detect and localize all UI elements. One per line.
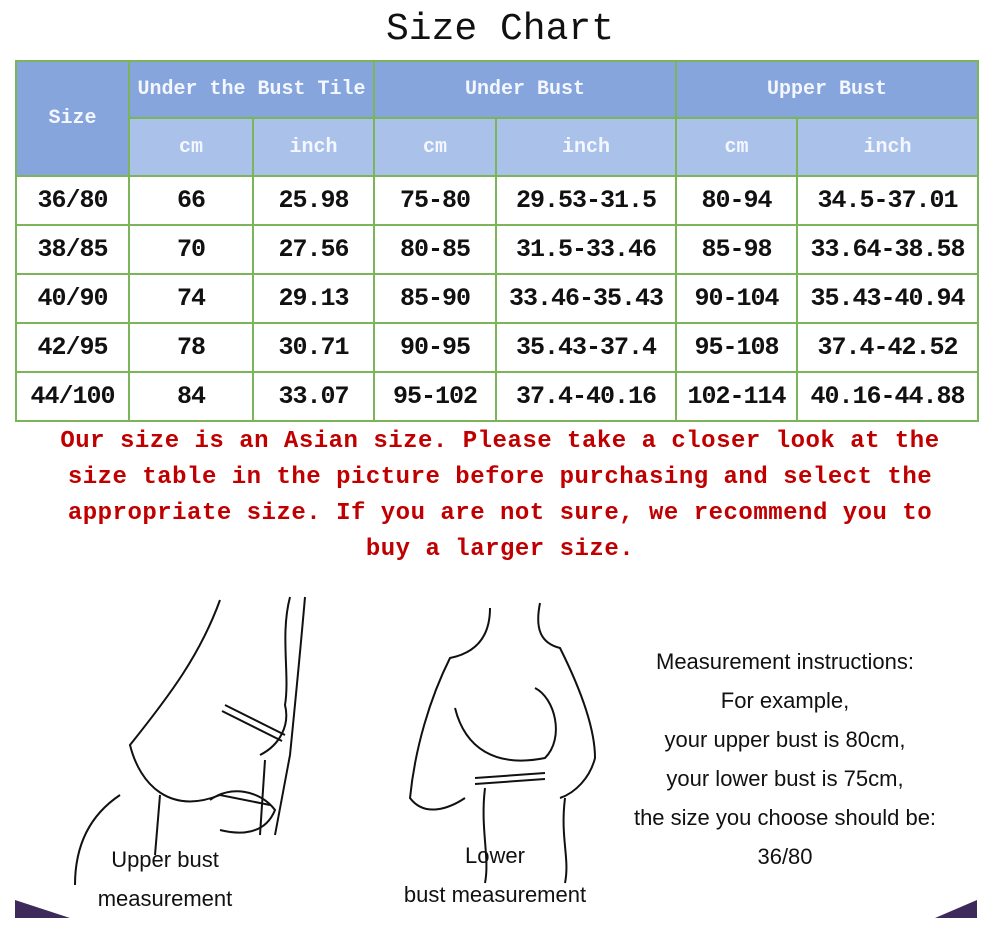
measurement-cell: 70	[128, 224, 254, 275]
lower-bust-illustration	[408, 602, 597, 884]
measurement-cell: 29.13	[252, 273, 375, 324]
size-cell: 42/95	[15, 322, 130, 373]
unit-header: cm	[128, 117, 254, 177]
notice-line: buy a larger size.	[365, 536, 635, 563]
upper-bust-caption: Upper bust measurement	[65, 840, 265, 918]
page-title: Size Chart	[385, 8, 615, 51]
instruction-line: the size you choose should be:	[633, 805, 937, 830]
measurement-cell: 30.71	[252, 322, 375, 373]
notice-line: appropriate size. If you are not sure, w…	[67, 500, 933, 527]
unit-header: cm	[675, 117, 798, 177]
measurement-cell: 78	[128, 322, 254, 373]
measurement-cell: 33.46-35.43	[495, 273, 677, 324]
table-row: 36/80 66 25.98 75-80 29.53-31.5 80-94 34.5-37.…	[15, 175, 979, 226]
measurement-cell: 66	[128, 175, 254, 226]
instruction-line: 36/80	[757, 844, 813, 869]
measurement-cell: 35.43-40.94	[796, 273, 979, 324]
unit-header: cm	[373, 117, 497, 177]
group-header: Under the Bust Tile	[128, 60, 375, 119]
measurement-cell: 74	[128, 273, 254, 324]
table-row: 40/90 74 29.13 85-90 33.46-35.43 90-104 35.43-…	[15, 273, 979, 324]
notice-line: size table in the picture before purchas…	[67, 464, 933, 491]
upper-bust-illustration	[74, 596, 306, 886]
size-cell: 44/100	[15, 371, 130, 422]
group-header: Under Bust	[373, 60, 677, 119]
table-row: 42/95 78 30.71 90-95 35.43-37.4 95-108 37.4-42…	[15, 322, 979, 373]
measurement-cell: 84	[128, 371, 254, 422]
corner-triangle-right	[935, 900, 977, 918]
instruction-line: For example,	[720, 688, 850, 713]
caption-line: measurement	[97, 886, 233, 911]
measurement-cell: 37.4-42.52	[796, 322, 979, 373]
measurement-cell: 27.56	[252, 224, 375, 275]
measurement-cell: 37.4-40.16	[495, 371, 677, 422]
measurement-cell: 75-80	[373, 175, 497, 226]
asian-size-notice: Our size is an Asian size. Please take a…	[0, 424, 1000, 568]
size-header: Size	[15, 60, 130, 177]
measurement-cell: 80-85	[373, 224, 497, 275]
size-cell: 40/90	[15, 273, 130, 324]
instruction-line: your lower bust is 75cm,	[666, 766, 904, 791]
measurement-cell: 25.98	[252, 175, 375, 226]
unit-header: inch	[252, 117, 375, 177]
measurement-cell: 85-90	[373, 273, 497, 324]
measurement-cell: 85-98	[675, 224, 798, 275]
size-cell: 36/80	[15, 175, 130, 226]
measurement-cell: 33.07	[252, 371, 375, 422]
caption-line: bust measurement	[403, 882, 587, 907]
measurement-cell: 35.43-37.4	[495, 322, 677, 373]
table-row: 38/85 70 27.56 80-85 31.5-33.46 85-98 33.64-38…	[15, 224, 979, 275]
measurement-cell: 102-114	[675, 371, 798, 422]
instruction-line: your upper bust is 80cm,	[664, 727, 906, 752]
unit-header: inch	[796, 117, 979, 177]
measurement-cell: 90-95	[373, 322, 497, 373]
measurement-instructions: Measurement instructions: For example, y…	[595, 642, 975, 876]
unit-header: inch	[495, 117, 677, 177]
instruction-line: Measurement instructions:	[656, 649, 914, 674]
corner-triangle-left	[15, 900, 70, 918]
measurement-cell: 80-94	[675, 175, 798, 226]
size-table: Size Under the Bust Tile Under Bust Uppe…	[15, 60, 979, 422]
table-row: 44/100 84 33.07 95-102 37.4-40.16 102-114 40.1…	[15, 371, 979, 422]
measurement-cell: 29.53-31.5	[495, 175, 677, 226]
caption-line: Upper bust	[111, 847, 219, 872]
measurement-cell: 31.5-33.46	[495, 224, 677, 275]
measurement-cell: 34.5-37.01	[796, 175, 979, 226]
caption-line: Lower	[465, 843, 525, 868]
measurement-cell: 95-102	[373, 371, 497, 422]
measurement-cell: 33.64-38.58	[796, 224, 979, 275]
group-header: Upper Bust	[675, 60, 979, 119]
measurement-cell: 95-108	[675, 322, 798, 373]
notice-line: Our size is an Asian size. Please take a…	[60, 428, 940, 455]
size-cell: 38/85	[15, 224, 130, 275]
measurement-cell: 90-104	[675, 273, 798, 324]
measurement-cell: 40.16-44.88	[796, 371, 979, 422]
lower-bust-caption: Lower bust measurement	[380, 836, 610, 914]
